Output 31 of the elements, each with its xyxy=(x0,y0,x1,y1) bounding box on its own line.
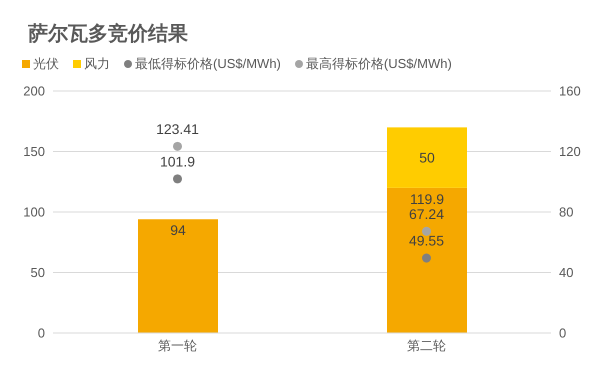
bar xyxy=(138,219,218,333)
y2-tick-label: 120 xyxy=(559,144,581,160)
y2-tick-label: 0 xyxy=(559,326,566,341)
y-tick-label: 50 xyxy=(30,265,45,280)
bar xyxy=(387,127,467,188)
point xyxy=(422,254,432,263)
y-tick-label: 200 xyxy=(23,84,45,99)
y-tick-label: 100 xyxy=(23,204,45,220)
x-tick-label: 第一轮 xyxy=(158,338,197,354)
y2-tick-label: 40 xyxy=(559,265,574,280)
legend-label: 风力 xyxy=(83,55,110,73)
y2-tick-label: 160 xyxy=(559,84,581,99)
data-label: 50 xyxy=(419,150,435,166)
data-label: 94 xyxy=(170,222,186,238)
legend-label: 光伏 xyxy=(32,55,59,73)
data-label: 67.24 xyxy=(408,206,444,222)
data-label: 123.41 xyxy=(156,120,200,137)
bar xyxy=(387,188,467,333)
y-tick-label: 0 xyxy=(38,326,45,341)
data-label: 49.55 xyxy=(408,232,444,249)
y2-tick-label: 80 xyxy=(559,204,574,220)
point xyxy=(172,174,182,184)
legend-label: 最高得标价格(US$/MWh) xyxy=(304,55,452,73)
legend-label: 最低得标价格(US$/MWh) xyxy=(134,55,281,73)
point xyxy=(422,226,432,236)
chart-title: 萨尔瓦多竞价结果 xyxy=(27,22,189,47)
point xyxy=(172,142,182,151)
data-label: 119.9 xyxy=(410,190,444,207)
y-tick-label: 150 xyxy=(23,144,45,160)
data-label: 101.9 xyxy=(160,153,196,170)
x-tick-label: 第二轮 xyxy=(407,338,446,354)
